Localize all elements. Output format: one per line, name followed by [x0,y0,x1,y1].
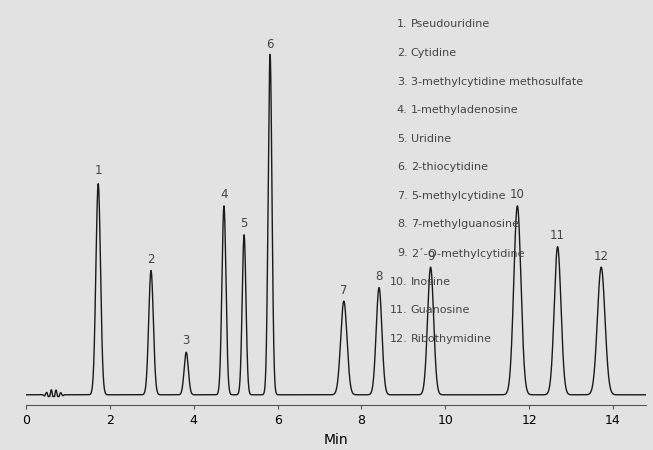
Text: 1-methyladenosine: 1-methyladenosine [411,105,518,115]
Text: 2: 2 [148,253,155,266]
Text: 5-methylcytidine: 5-methylcytidine [411,191,505,201]
Text: 9: 9 [427,250,434,263]
Text: 7.: 7. [397,191,407,201]
Text: 1.: 1. [397,19,407,29]
Text: 10: 10 [510,188,525,201]
Text: Uridine: Uridine [411,134,451,144]
Text: Inosine: Inosine [411,277,451,287]
Text: Ribothymidine: Ribothymidine [411,334,492,344]
Text: 11: 11 [550,229,565,242]
Text: Guanosine: Guanosine [411,305,470,315]
Text: 4.: 4. [397,105,407,115]
Text: 3-methylcytidine methosulfate: 3-methylcytidine methosulfate [411,76,583,86]
Text: 2´-O-methylcytidine: 2´-O-methylcytidine [411,248,524,259]
Text: 11.: 11. [390,305,407,315]
Text: 12: 12 [594,250,609,263]
Text: 9.: 9. [397,248,407,258]
Text: 5.: 5. [397,134,407,144]
Text: 2.: 2. [397,48,407,58]
Text: 7: 7 [340,284,347,297]
Text: 3.: 3. [397,76,407,86]
Text: 7-methylguanosine: 7-methylguanosine [411,220,518,230]
Text: 8: 8 [375,270,383,283]
Text: Pseudouridine: Pseudouridine [411,19,490,29]
Text: 2-thiocytidine: 2-thiocytidine [411,162,488,172]
Text: 10.: 10. [390,277,407,287]
X-axis label: Min: Min [324,432,349,446]
Text: 4: 4 [220,188,228,201]
Text: 8.: 8. [397,220,407,230]
Text: 5: 5 [240,217,247,230]
Text: 12.: 12. [390,334,407,344]
Text: 6.: 6. [397,162,407,172]
Text: 3: 3 [183,334,190,347]
Text: Cytidine: Cytidine [411,48,457,58]
Text: 1: 1 [95,164,102,177]
Text: 6: 6 [266,38,274,51]
